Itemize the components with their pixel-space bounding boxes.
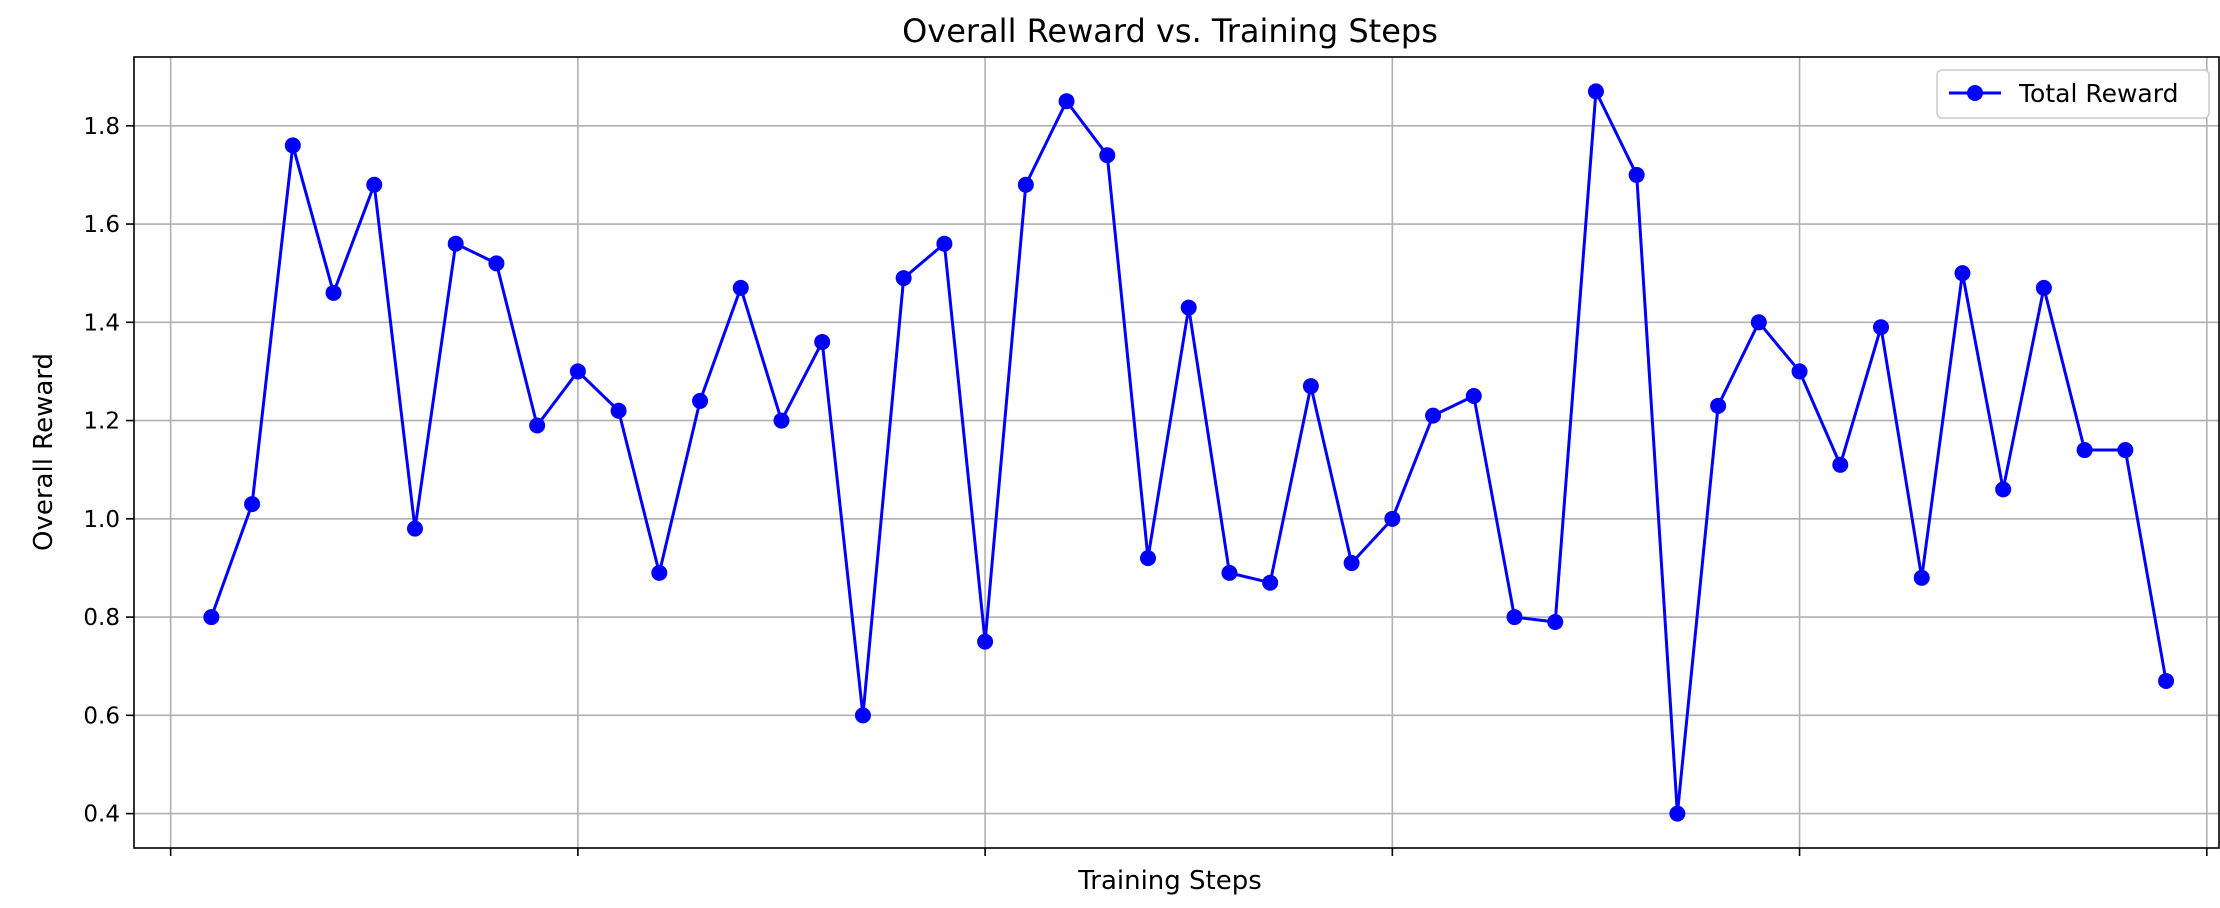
data-point	[1710, 397, 1727, 414]
plot-area-frame	[133, 56, 2220, 849]
data-point	[488, 255, 505, 272]
data-point	[1547, 614, 1564, 630]
data-point	[447, 235, 464, 252]
data-point	[1873, 319, 1890, 336]
data-point	[1995, 481, 2012, 498]
y-axis-label: Overall Reward	[29, 353, 59, 551]
y-tick-label: 1.4	[83, 310, 120, 336]
data-point	[610, 402, 627, 419]
data-point	[732, 279, 749, 296]
y-tick-label: 0.6	[83, 703, 120, 729]
data-point	[406, 520, 423, 537]
data-point	[854, 707, 871, 724]
grid-lines	[134, 57, 2219, 848]
data-point	[1221, 564, 1238, 581]
data-point	[1913, 569, 1930, 586]
data-point	[1669, 805, 1686, 822]
data-point	[203, 609, 220, 626]
data-point	[936, 235, 953, 252]
data-point	[1180, 299, 1197, 316]
data-point	[1058, 93, 1075, 110]
data-point	[284, 137, 301, 154]
data-point	[1384, 510, 1401, 527]
data-point	[1302, 378, 1319, 395]
data-point	[1832, 456, 1849, 473]
legend-box	[1936, 69, 2210, 119]
data-point	[977, 633, 994, 650]
y-tick-label: 1.0	[83, 507, 120, 533]
y-tick-label: 1.8	[83, 114, 120, 140]
y-tick-label: 0.4	[83, 802, 120, 828]
data-point	[1139, 550, 1156, 567]
data-point	[895, 270, 912, 287]
y-axis-ticks: 0.4 0.6 0.8 1.0 1.2 1.4 1.6 1.8	[83, 114, 134, 828]
y-tick-label: 1.2	[83, 409, 120, 435]
data-point	[569, 363, 586, 380]
legend-label-total-reward: Total Reward	[2018, 79, 2178, 108]
legend-marker-swatch	[1967, 85, 1983, 101]
data-point	[692, 392, 709, 409]
data-point	[1750, 314, 1767, 331]
data-point	[529, 417, 546, 434]
data-point	[814, 333, 831, 350]
data-point	[1017, 176, 1034, 193]
data-point	[773, 412, 790, 429]
data-point	[2158, 672, 2175, 689]
chart-title: Overall Reward vs. Training Steps	[902, 12, 1438, 50]
series-line-0	[209, 89, 2168, 816]
data-point	[1954, 265, 1971, 282]
data-point	[2035, 279, 2052, 296]
x-axis-ticks	[169, 848, 2208, 856]
data-point	[2076, 442, 2093, 459]
y-tick-label: 1.6	[83, 212, 120, 238]
data-point	[1099, 147, 1116, 164]
data-point	[1465, 388, 1482, 404]
x-axis-label: Training Steps	[1077, 866, 1262, 896]
data-point	[1587, 83, 1604, 100]
data-point	[1262, 574, 1279, 591]
data-point	[1343, 555, 1360, 572]
data-point	[1628, 166, 1645, 183]
series-layer	[203, 83, 2175, 822]
data-point	[1506, 609, 1523, 626]
data-point	[1425, 407, 1442, 424]
legend: Total Reward	[1936, 69, 2210, 119]
data-point	[651, 564, 668, 581]
data-point	[2117, 442, 2134, 459]
data-point	[244, 496, 261, 513]
data-point	[325, 284, 342, 301]
data-point	[1791, 363, 1808, 380]
y-tick-label: 0.8	[83, 605, 120, 631]
data-point	[366, 176, 383, 193]
